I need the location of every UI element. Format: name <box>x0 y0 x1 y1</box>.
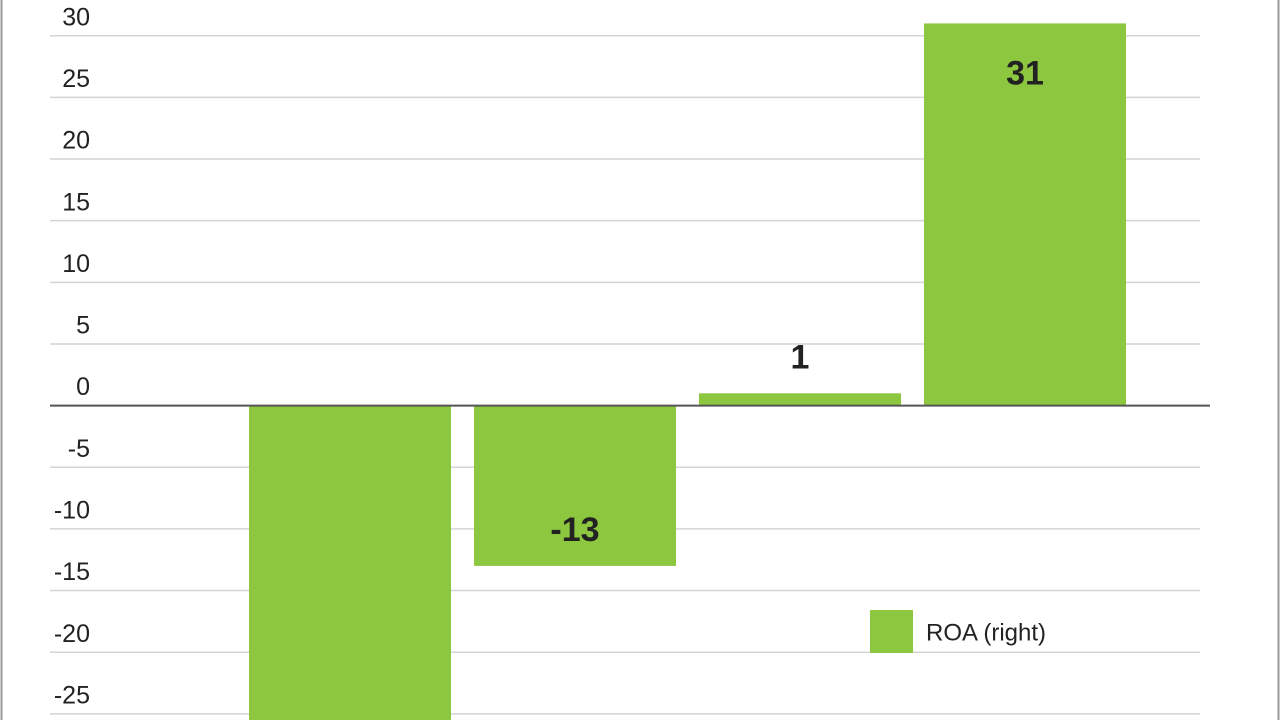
y-tick-label: 10 <box>62 250 90 278</box>
y-tick-label: -25 <box>54 681 90 709</box>
y-tick-label: 20 <box>62 127 90 155</box>
y-tick-label: 25 <box>62 65 90 93</box>
data-label: 1 <box>791 338 810 376</box>
legend-label: ROA (right) <box>926 619 1046 646</box>
y-tick-label: 15 <box>62 188 90 216</box>
y-tick-label: -20 <box>54 620 90 648</box>
data-label: -13 <box>550 511 599 549</box>
y-tick-label: 30 <box>62 3 90 31</box>
bar <box>699 393 901 406</box>
y-tick-label: -15 <box>54 558 90 586</box>
bar <box>924 23 1126 406</box>
y-tick-label: -5 <box>68 435 90 463</box>
y-tick-label: -10 <box>54 497 90 525</box>
y-tick-label: 0 <box>76 373 90 401</box>
bar <box>474 405 676 566</box>
legend-swatch <box>870 610 913 653</box>
bar <box>249 405 451 720</box>
y-tick-label: 5 <box>76 312 90 340</box>
data-label: 31 <box>1006 54 1044 92</box>
